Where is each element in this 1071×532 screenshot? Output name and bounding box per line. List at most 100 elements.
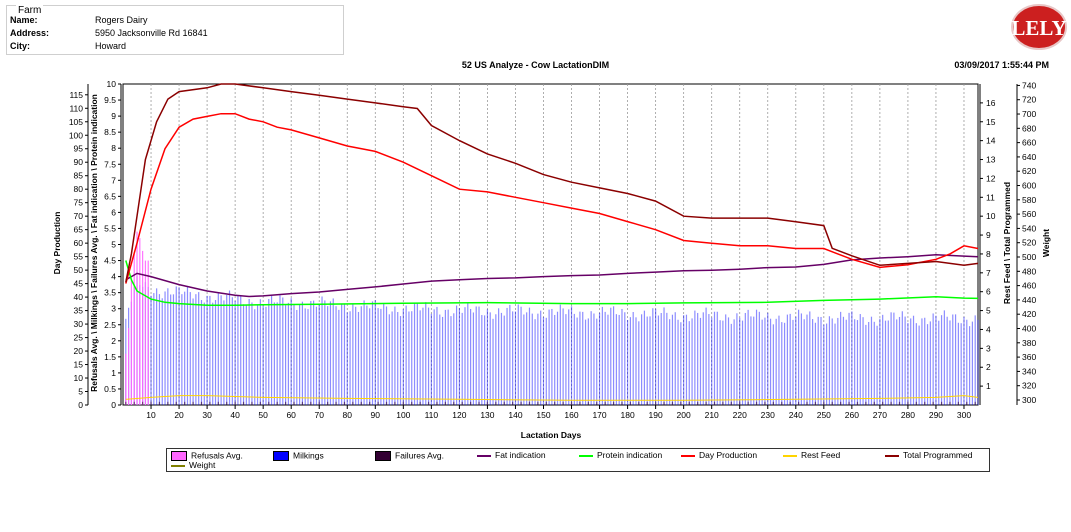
milkings-bar [366, 305, 368, 405]
x-tick-label: 30 [202, 410, 212, 420]
y4-tick-label: 540 [1022, 223, 1036, 233]
milkings-bar [184, 291, 186, 405]
milkings-bar [929, 321, 931, 405]
milkings-bar [946, 316, 948, 405]
milkings-bar [573, 313, 575, 405]
y2-tick-label: 9 [111, 111, 116, 121]
milkings-bar [343, 304, 346, 405]
milkings-bar [416, 303, 418, 405]
milkings-bar [926, 324, 929, 405]
y2-tick-label: 1 [111, 368, 116, 378]
failures-bar [722, 401, 724, 405]
milkings-bar [778, 315, 780, 405]
milkings-bar [823, 324, 825, 405]
milkings-bar [433, 309, 435, 405]
milkings-bar [795, 316, 797, 405]
failures-bar [234, 401, 236, 405]
milkings-bar [161, 298, 163, 405]
y1-tick-label: 20 [74, 346, 84, 356]
milkings-bar [882, 314, 884, 405]
milkings-bar [509, 304, 511, 405]
failures-bar [764, 401, 766, 405]
milkings-bar [492, 318, 494, 405]
failures-bar [226, 401, 228, 405]
milkings-bar [750, 316, 752, 405]
logo-text: LELY [1011, 16, 1066, 40]
failures-bar [974, 401, 976, 405]
milkings-bar [537, 313, 539, 405]
milkings-bar [192, 298, 194, 405]
milkings-bar [966, 319, 968, 405]
milkings-bar [660, 313, 662, 405]
failures-bar [604, 401, 606, 405]
failures-bar [436, 401, 438, 405]
milkings-bar [837, 317, 839, 405]
milkings-bar [231, 297, 233, 405]
y3-tick-label: 1 [986, 381, 991, 391]
farm-address-value: 5950 Jacksonville Rd 16841 [95, 28, 208, 38]
milkings-bar [974, 315, 976, 405]
milkings-bar [514, 311, 517, 405]
milkings-bar [722, 320, 724, 405]
x-tick-label: 270 [873, 410, 887, 420]
milkings-bar [209, 295, 211, 405]
milkings-bar [262, 304, 264, 405]
milkings-bar [556, 311, 559, 405]
milkings-bar [422, 307, 424, 405]
legend-label-rest-feed: Rest Feed [801, 450, 841, 460]
farm-info-panel: Farm Name: Rogers Dairy Address: 5950 Ja… [6, 5, 344, 55]
y1-tick-label: 35 [74, 306, 84, 316]
failures-bar [797, 401, 800, 405]
failures-bar [890, 401, 892, 405]
y1-tick-label: 65 [74, 225, 84, 235]
milkings-bar [921, 318, 923, 405]
refusals-bar [133, 254, 135, 405]
y4-tick-label: 360 [1022, 352, 1036, 362]
milkings-bar [472, 312, 475, 405]
plot-area [122, 83, 979, 406]
failures-bar [335, 401, 337, 405]
failures-bar [402, 401, 404, 405]
y2-tick-label: 0 [111, 400, 116, 410]
y2-tick-label: 4 [111, 272, 116, 282]
milkings-bar [464, 307, 466, 405]
milkings-bar [545, 317, 547, 405]
y4-tick-label: 420 [1022, 309, 1036, 319]
milkings-bar [781, 322, 783, 405]
x-tick-label: 160 [564, 410, 578, 420]
x-tick-label: 290 [929, 410, 943, 420]
failures-bar [554, 401, 556, 405]
milkings-bar [296, 309, 298, 405]
milkings-bar [458, 308, 460, 405]
milkings-bar [439, 314, 441, 405]
y-axis-title-day-production: Day Production [52, 212, 62, 275]
milkings-bar [310, 301, 312, 405]
milkings-bar [912, 315, 915, 405]
failures-bar [587, 401, 589, 405]
legend-swatch-failures [375, 451, 391, 461]
failures-bar [293, 401, 295, 405]
logo-ellipse [1011, 4, 1067, 50]
milkings-bar [355, 306, 357, 405]
milkings-bar [632, 312, 634, 405]
milkings-bar [385, 306, 388, 405]
legend-label-weight: Weight [189, 460, 216, 470]
legend-label-day-production: Day Production [699, 450, 758, 460]
y1-tick-label: 105 [69, 117, 83, 127]
y3-tick-label: 14 [986, 136, 996, 146]
y1-tick-label: 55 [74, 252, 84, 262]
milkings-bar [960, 323, 962, 405]
failures-bar [621, 401, 623, 405]
milkings-bar [840, 311, 842, 405]
milkings-bar [500, 312, 503, 405]
failures-bar [915, 401, 917, 405]
milkings-bar [851, 311, 853, 405]
milkings-bar [716, 311, 718, 405]
y4-tick-label: 380 [1022, 338, 1036, 348]
legend-item-failures: Failures Avg. [375, 451, 444, 461]
legend-item-refusals: Refusals Avg. [171, 451, 243, 461]
milkings-bar [629, 317, 631, 405]
failures-bar [596, 401, 598, 405]
failures-bar [638, 401, 640, 405]
milkings-bar [307, 309, 309, 405]
